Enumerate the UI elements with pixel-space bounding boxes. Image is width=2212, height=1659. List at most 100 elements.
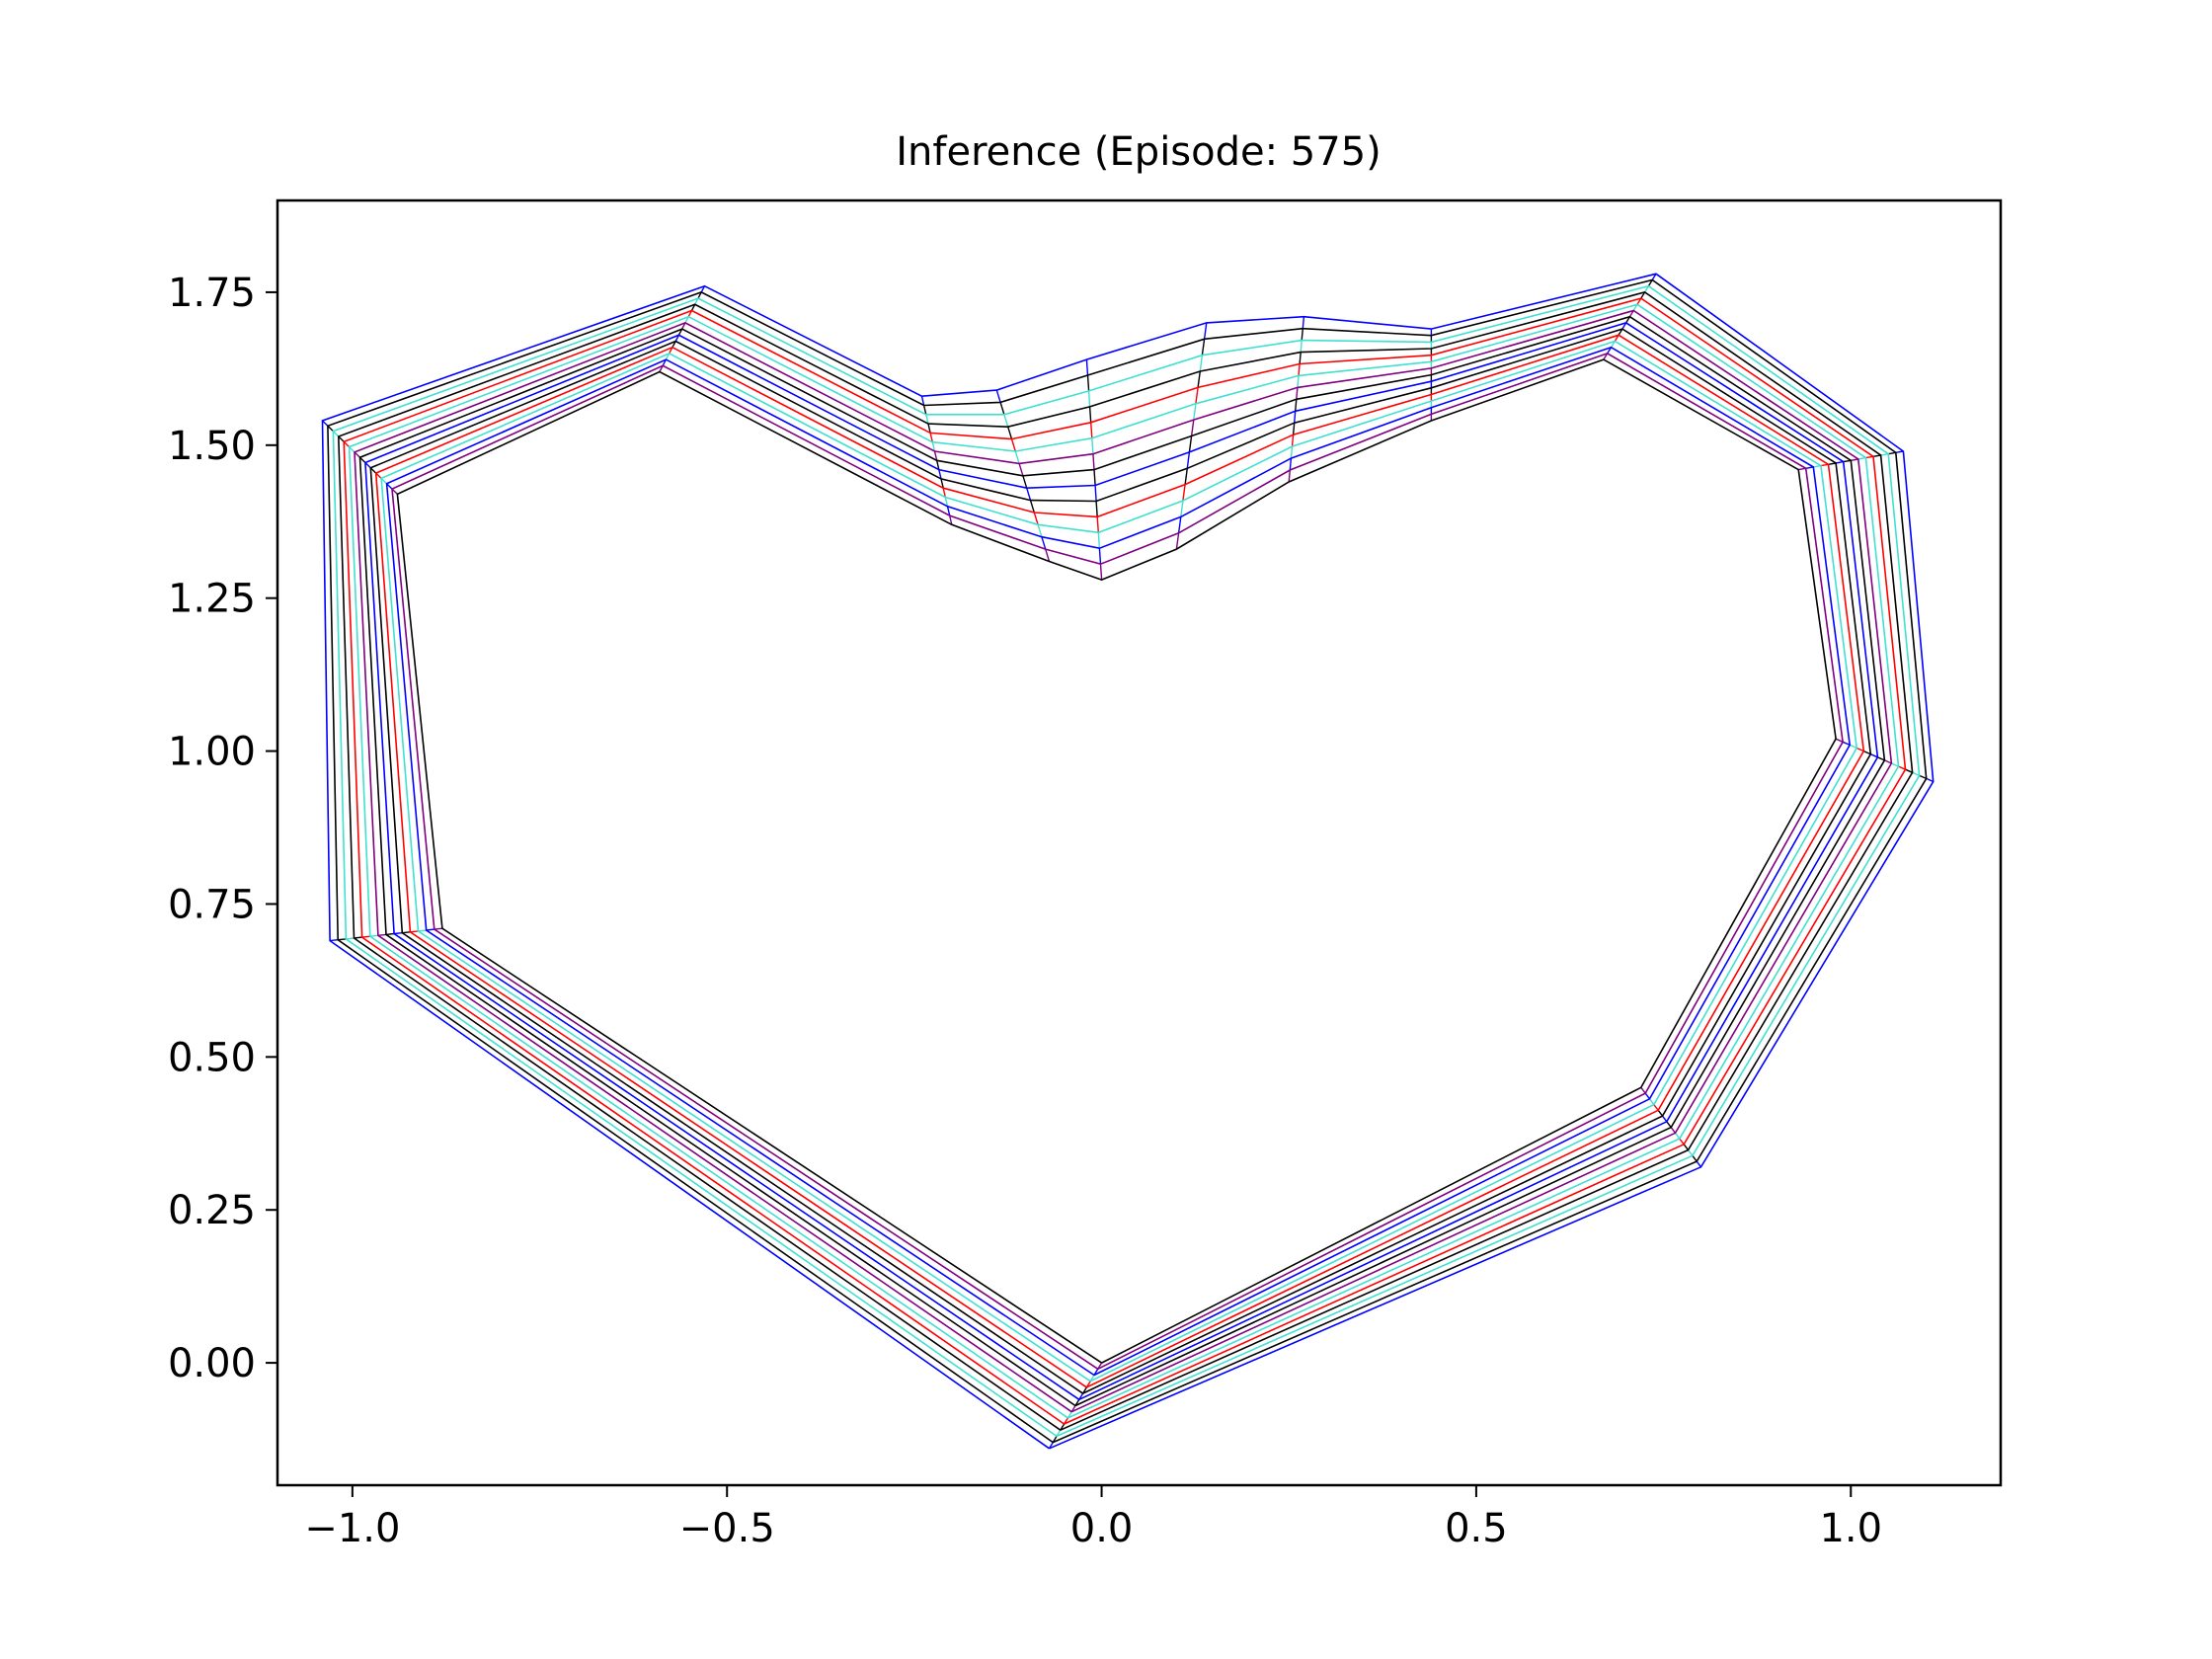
mesh-connector — [1288, 469, 1291, 483]
chart-title: Inference (Episode: 575) — [896, 129, 1382, 175]
mesh-connector — [1097, 532, 1101, 549]
mesh-connector — [1891, 762, 1899, 767]
mesh-connector — [1661, 1115, 1668, 1123]
mesh-connector — [361, 935, 370, 938]
mesh-connector — [394, 932, 403, 935]
mesh-connector — [1290, 446, 1294, 459]
mesh-connector — [1636, 297, 1642, 305]
mesh-connector — [1670, 1127, 1677, 1134]
mesh-connector — [933, 450, 938, 461]
mesh-connector — [1857, 456, 1866, 460]
mesh-connector — [1926, 777, 1934, 783]
mesh-connector — [1679, 1138, 1685, 1146]
x-axis: −1.0 −0.5 0.0 0.5 1.0 — [304, 1485, 1882, 1551]
y-tick-label: 1.50 — [168, 424, 256, 469]
mesh-connector — [364, 462, 371, 469]
mesh-connector — [1805, 466, 1814, 469]
mesh-connector — [1203, 322, 1208, 340]
mesh-connector — [1086, 374, 1090, 391]
mesh-connector — [1033, 512, 1039, 525]
mesh-connector — [1877, 756, 1885, 761]
y-tick-label: 1.75 — [168, 271, 256, 316]
mesh-connector — [359, 456, 366, 463]
mesh-connector — [338, 938, 347, 941]
mesh-connector — [1199, 355, 1204, 372]
mesh-connector — [1865, 455, 1874, 459]
mesh-connector — [1813, 464, 1822, 468]
mesh-layer-line — [321, 273, 1935, 1450]
mesh-connector — [1843, 459, 1852, 463]
mesh-connector — [1884, 759, 1892, 764]
y-axis: 0.00 0.25 0.50 0.75 1.00 1.25 1.50 1.75 — [168, 271, 277, 1386]
mesh-connector — [375, 472, 382, 479]
y-tick-label: 1.25 — [168, 577, 256, 622]
mesh-connector — [332, 431, 340, 437]
mesh-connector — [1184, 468, 1188, 485]
mesh-connector — [1037, 524, 1043, 537]
y-tick-label: 0.25 — [168, 1188, 256, 1233]
mesh-connector — [1188, 435, 1193, 452]
mesh-connector — [1696, 1160, 1702, 1168]
mesh-connector — [1835, 738, 1844, 743]
mesh-connector — [925, 414, 929, 425]
mesh-connector — [1094, 485, 1097, 502]
mesh-connector — [1644, 285, 1649, 293]
mesh-connector — [386, 483, 393, 490]
mesh-layer-line — [358, 315, 1886, 1407]
mesh-connector — [1294, 411, 1297, 424]
mesh-connector — [1687, 1149, 1694, 1156]
mesh-connector — [1300, 340, 1303, 353]
mesh-connector — [1098, 548, 1102, 565]
mesh-connector — [1018, 463, 1024, 477]
mesh-layer-line — [354, 309, 1893, 1413]
mesh-connector — [1298, 363, 1301, 376]
mesh-connector — [1296, 387, 1299, 400]
mesh-connector — [1849, 744, 1857, 750]
mesh-connector — [1291, 434, 1295, 447]
mesh-connector — [1653, 1104, 1659, 1111]
mesh-layer-line — [337, 291, 1914, 1431]
mesh-connector — [946, 506, 951, 516]
mesh-connector — [949, 514, 953, 525]
mesh-connector — [1186, 451, 1191, 469]
mesh-connector — [1045, 548, 1051, 562]
mesh-connector — [1289, 458, 1293, 471]
mesh-connector — [1628, 310, 1634, 318]
mesh-connector — [1090, 422, 1093, 438]
mesh-connector — [1088, 406, 1092, 423]
mesh-connector — [1692, 1154, 1698, 1162]
mesh-connector — [1003, 414, 1009, 428]
mesh-connector — [1302, 316, 1305, 329]
mesh-connector — [349, 446, 356, 453]
mesh-connector — [1898, 765, 1906, 770]
y-tick-label: 0.00 — [168, 1341, 256, 1386]
mesh-connector — [927, 423, 931, 434]
mesh-connector — [1177, 516, 1182, 533]
mesh-connector — [929, 433, 933, 442]
mesh-connector — [1828, 462, 1837, 465]
mesh-connector — [1820, 463, 1829, 467]
mesh-connector — [1029, 500, 1035, 514]
mesh-connector — [1644, 1092, 1651, 1100]
mesh-layer-line — [391, 353, 1844, 1371]
mesh-connector — [380, 477, 388, 485]
x-tick-label: 0.5 — [1445, 1506, 1508, 1551]
mesh-connector — [354, 936, 362, 939]
mesh-connector — [1863, 750, 1871, 755]
mesh-connector — [1632, 303, 1638, 311]
mesh-connector — [1835, 460, 1844, 464]
mesh-connector — [1087, 390, 1091, 407]
mesh-connector — [1674, 1132, 1681, 1140]
mesh-connector — [1095, 501, 1098, 517]
mesh-connector — [426, 928, 434, 931]
mesh-connector — [1099, 564, 1103, 581]
mesh-connector — [1085, 359, 1089, 376]
mesh-connector — [391, 488, 398, 495]
mesh-connector — [1197, 370, 1201, 388]
mesh-layer-line — [374, 334, 1865, 1388]
mesh-connector — [1301, 328, 1304, 341]
x-tick-label: 0.0 — [1070, 1506, 1134, 1551]
mesh-connector — [1292, 423, 1296, 435]
mesh-layer-line — [369, 328, 1872, 1394]
